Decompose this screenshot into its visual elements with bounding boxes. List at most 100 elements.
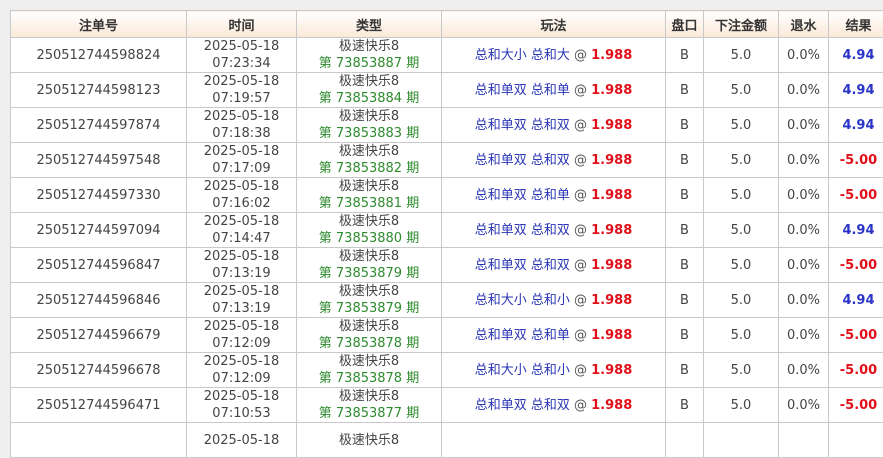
bet-date: 2025-05-18 [187, 108, 296, 125]
bet-amount: 5.0 [704, 248, 779, 283]
bet-records-panel: 注单号 时间 类型 玩法 盘口 下注金额 退水 结果 2505127445988… [10, 10, 883, 458]
bet-result: 4.94 [829, 73, 883, 108]
bet-pan: B [666, 318, 704, 353]
play-name: 总和单双 总和单 [475, 83, 570, 98]
odds: 1.988 [591, 223, 632, 238]
game-name: 极速快乐8 [297, 38, 441, 55]
bet-rebate: 0.0% [779, 283, 829, 318]
bet-result: 4.94 [829, 283, 883, 318]
header-result: 结果 [829, 11, 883, 38]
bet-id: 250512744597330 [11, 178, 187, 213]
bet-result: -5.00 [829, 388, 883, 423]
header-type: 类型 [297, 11, 442, 38]
bet-result: -5.00 [829, 318, 883, 353]
bet-clock: 07:12:09 [187, 335, 296, 352]
at-symbol: @ [574, 398, 587, 413]
bet-play: 总和单双 总和单 @ 1.988 [442, 318, 666, 353]
play-name: 总和单双 总和双 [475, 223, 570, 238]
bet-rebate: 0.0% [779, 248, 829, 283]
bet-date: 2025-05-18 [187, 318, 296, 335]
bet-id: 250512744598123 [11, 73, 187, 108]
bet-date: 2025-05-18 [187, 73, 296, 90]
bet-pan: B [666, 143, 704, 178]
bet-result: -5.00 [829, 353, 883, 388]
at-symbol: @ [574, 188, 587, 203]
bet-pan: B [666, 283, 704, 318]
odds: 1.988 [591, 48, 632, 63]
bet-clock: 07:16:02 [187, 195, 296, 212]
at-symbol: @ [574, 153, 587, 168]
issue-number: 第 73853877 期 [297, 405, 441, 422]
bet-rebate: 0.0% [779, 388, 829, 423]
bet-amount: 5.0 [704, 108, 779, 143]
bet-pan [666, 423, 704, 458]
bet-result: 4.94 [829, 213, 883, 248]
issue-number: 第 73853883 期 [297, 125, 441, 142]
game-name: 极速快乐8 [297, 318, 441, 335]
bet-clock: 07:13:19 [187, 265, 296, 282]
bet-pan: B [666, 38, 704, 73]
at-symbol: @ [574, 118, 587, 133]
issue-number: 第 73853881 期 [297, 195, 441, 212]
bet-pan: B [666, 353, 704, 388]
bet-result: -5.00 [829, 178, 883, 213]
odds: 1.988 [591, 83, 632, 98]
issue-number: 第 73853880 期 [297, 230, 441, 247]
issue-number: 第 73853884 期 [297, 90, 441, 107]
bet-date: 2025-05-18 [187, 353, 296, 370]
bet-rebate: 0.0% [779, 178, 829, 213]
odds: 1.988 [591, 293, 632, 308]
play-name: 总和单双 总和双 [475, 258, 570, 273]
odds: 1.988 [591, 328, 632, 343]
bet-play: 总和单双 总和双 @ 1.988 [442, 388, 666, 423]
table-header: 注单号 时间 类型 玩法 盘口 下注金额 退水 结果 [11, 11, 883, 38]
bet-play: 总和单双 总和单 @ 1.988 [442, 178, 666, 213]
bet-id: 250512744596679 [11, 318, 187, 353]
bet-time: 2025-05-18 [187, 423, 297, 458]
header-time: 时间 [187, 11, 297, 38]
bet-type: 极速快乐8 [297, 423, 442, 458]
bet-play: 总和单双 总和双 @ 1.988 [442, 213, 666, 248]
play-name: 总和单双 总和单 [475, 188, 570, 203]
bet-id: 250512744596678 [11, 353, 187, 388]
bet-pan: B [666, 108, 704, 143]
bet-rebate: 0.0% [779, 38, 829, 73]
bet-play [442, 423, 666, 458]
bet-amount: 5.0 [704, 353, 779, 388]
bet-rebate: 0.0% [779, 213, 829, 248]
issue-number: 第 73853878 期 [297, 335, 441, 352]
bet-rebate: 0.0% [779, 143, 829, 178]
bet-id [11, 423, 187, 458]
play-name: 总和单双 总和双 [475, 153, 570, 168]
bet-id: 250512744596846 [11, 283, 187, 318]
bet-pan: B [666, 388, 704, 423]
game-name: 极速快乐8 [297, 283, 441, 300]
bet-play: 总和单双 总和单 @ 1.988 [442, 73, 666, 108]
bet-play: 总和大小 总和大 @ 1.988 [442, 38, 666, 73]
game-name: 极速快乐8 [297, 178, 441, 195]
at-symbol: @ [574, 293, 587, 308]
at-symbol: @ [574, 48, 587, 63]
bet-id: 250512744598824 [11, 38, 187, 73]
play-name: 总和大小 总和小 [475, 363, 570, 378]
at-symbol: @ [574, 83, 587, 98]
